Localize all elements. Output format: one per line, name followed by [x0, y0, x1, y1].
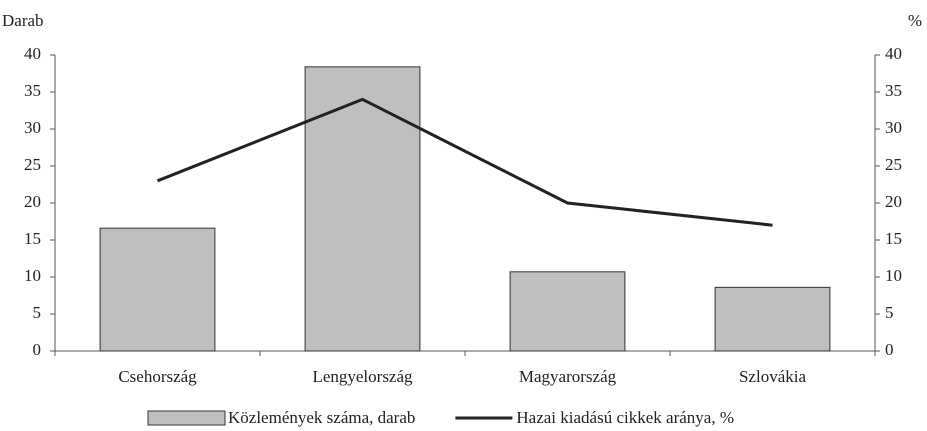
y-tick-label: 5: [33, 303, 42, 322]
bar: [99, 227, 216, 352]
legend-swatch: [147, 410, 226, 426]
bar: [714, 286, 831, 352]
y2-tick-label: 35: [885, 81, 902, 100]
y-axis-label: Darab: [2, 11, 44, 30]
y-tick-label: 0: [33, 340, 42, 359]
y-tick-label: 20: [24, 192, 41, 211]
x-tick-label: Lengyelország: [312, 367, 413, 386]
y-tick-label: 30: [24, 118, 41, 137]
x-tick-label: Magyarország: [519, 367, 617, 386]
y2-axis-label: %: [908, 11, 922, 30]
y2-tick-label: 25: [885, 155, 902, 174]
x-tick-label: Csehország: [118, 367, 197, 386]
y2-tick-label: 20: [885, 192, 902, 211]
y2-tick-label: 15: [885, 229, 902, 248]
y2-tick-label: 0: [885, 340, 894, 359]
bar: [304, 66, 421, 352]
y-tick-label: 35: [24, 81, 41, 100]
y2-tick-label: 10: [885, 266, 902, 285]
y-tick-label: 25: [24, 155, 41, 174]
legend-label: Hazai kiadású cikkek aránya, %: [516, 408, 734, 427]
y-tick-label: 40: [24, 44, 41, 63]
bar: [509, 271, 626, 352]
y-tick-label: 10: [24, 266, 41, 285]
line: [156, 97, 773, 227]
y2-tick-label: 5: [885, 303, 894, 322]
y2-tick-label: 40: [885, 44, 902, 63]
y2-tick-label: 30: [885, 118, 902, 137]
legend-label: Közlemények száma, darab: [228, 408, 415, 427]
y-tick-label: 15: [24, 229, 41, 248]
x-tick-label: Szlovákia: [739, 367, 806, 386]
